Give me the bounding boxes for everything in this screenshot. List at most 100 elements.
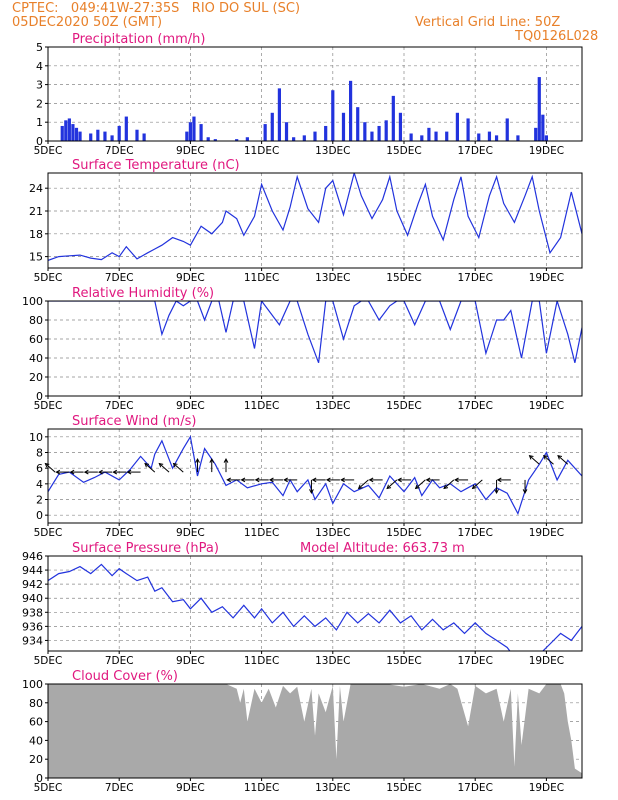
precip-bar — [124, 116, 128, 141]
precip-bar — [477, 133, 481, 141]
precip-bar — [117, 125, 121, 141]
x-tick-label: 9DEC — [176, 272, 205, 284]
x-tick-label: 5DEC — [34, 655, 63, 667]
y-tick-label: 8 — [36, 447, 43, 460]
y-tick-label: 15 — [29, 251, 43, 264]
precip-bar — [534, 127, 538, 141]
wind-arrow-head — [98, 469, 103, 475]
wind-arrow-head — [386, 484, 392, 490]
y-tick-label: 942 — [22, 578, 43, 591]
panel-title: Cloud Cover (%) — [72, 669, 178, 684]
x-tick-label: 17DEC — [457, 400, 492, 412]
precip-bar — [284, 122, 289, 141]
y-tick-label: 2 — [36, 494, 43, 507]
wind-arrow-head — [254, 477, 260, 483]
panel-title: Surface Wind (m/s) — [72, 414, 196, 429]
series-layer — [48, 435, 582, 516]
wind-arrow-shaft — [415, 479, 426, 489]
series-layer — [48, 684, 582, 778]
y-tick-label: 80 — [29, 697, 43, 710]
x-tick-label: 17DEC — [457, 782, 492, 794]
precip-bar — [420, 135, 424, 141]
precip-bar — [384, 120, 388, 141]
panel-4: 0 2 4 6 8 10 5DEC 7DEC 9DEC 11DEC 13DEC 15DEC 17DEC 1… — [29, 414, 583, 539]
precip-bar — [537, 77, 541, 141]
x-tick-label: 7DEC — [105, 400, 134, 412]
wind-arrow-head — [126, 469, 132, 475]
y-tick-label: 0 — [36, 509, 43, 522]
wind-arrow-head — [454, 477, 459, 483]
wind-arrow-head — [496, 477, 502, 483]
y-tick-label: 21 — [29, 205, 43, 218]
x-tick-label: 13DEC — [315, 782, 350, 794]
y-tick-label: 60 — [29, 333, 43, 346]
x-tick-label: 9DEC — [176, 145, 205, 157]
series-line — [48, 563, 582, 651]
precip-bar — [270, 112, 274, 141]
precip-bar — [505, 118, 509, 141]
precip-bar — [213, 139, 217, 141]
x-tick-label: 19DEC — [529, 400, 564, 412]
precip-bar — [445, 131, 449, 141]
wind-arrow-head — [158, 462, 164, 468]
x-tick-label: 15DEC — [386, 655, 421, 667]
y-tick-label: 2 — [36, 97, 43, 110]
precip-bar — [302, 135, 306, 141]
y-tick-label: 20 — [29, 371, 43, 384]
x-tick-label: 11DEC — [244, 527, 279, 539]
precip-bar — [370, 131, 374, 141]
model-altitude-label: Model Altitude: 663.73 m — [300, 541, 465, 556]
x-tick-label: 5DEC — [34, 400, 63, 412]
precip-bar — [391, 95, 395, 141]
wind-arrow-shaft — [443, 479, 455, 489]
precip-bar — [356, 107, 360, 141]
wind-arrow-shaft — [472, 479, 483, 489]
wind-arrow-head — [311, 477, 317, 483]
panel-2: 15 18 21 24 5DEC 7DEC 9DEC 11DEC 13DEC 15DEC 17DEC… — [29, 158, 583, 284]
cloud-area — [48, 684, 582, 778]
wind-arrow-shaft — [358, 479, 369, 489]
panel-frame — [47, 428, 583, 524]
precip-bar — [199, 124, 203, 141]
precip-bar — [192, 116, 196, 141]
panel-1: 0 1 2 3 4 5 5DEC 7DEC 9DEC 11DEC 13DEC 15DEC 17DEC 19… — [34, 32, 583, 157]
precip-bar — [434, 131, 438, 141]
precip-bar — [409, 133, 413, 141]
precip-bar — [142, 133, 146, 141]
wind-arrow-head — [195, 458, 200, 463]
x-tick-label: 11DEC — [244, 145, 279, 157]
wind-arrow-head — [325, 477, 331, 483]
x-tick-label: 15DEC — [386, 782, 421, 794]
x-tick-label: 13DEC — [315, 145, 350, 157]
x-tick-label: 13DEC — [315, 655, 350, 667]
wind-arrow-shaft — [45, 463, 56, 473]
x-tick-label: 9DEC — [176, 655, 205, 667]
y-tick-label: 100 — [22, 295, 43, 308]
precip-bar — [541, 114, 545, 141]
wind-arrow-head — [340, 477, 345, 483]
precip-bar — [349, 80, 353, 141]
wind-arrow-shaft — [158, 463, 170, 473]
precip-bar — [89, 133, 93, 141]
wind-arrow-head — [494, 489, 499, 494]
wind-arrow-shaft — [529, 455, 540, 465]
precip-bar — [60, 125, 64, 141]
x-tick-label: 19DEC — [529, 782, 564, 794]
y-tick-label: 936 — [22, 620, 43, 633]
x-tick-label: 17DEC — [457, 527, 492, 539]
y-tick-label: 0 — [36, 772, 43, 785]
precip-bar — [188, 122, 192, 141]
y-tick-label: 6 — [36, 462, 43, 475]
x-tick-label: 9DEC — [176, 400, 205, 412]
wind-arrow-head — [397, 477, 402, 483]
y-tick-label: 938 — [22, 606, 43, 619]
y-tick-label: 60 — [29, 716, 43, 729]
precip-bar — [64, 120, 68, 141]
precip-bar — [67, 118, 71, 141]
y-tick-label: 4 — [36, 478, 43, 491]
precip-bar — [71, 124, 75, 141]
y-tick-label: 1 — [36, 116, 43, 129]
precip-bar — [292, 137, 296, 141]
wind-arrow-head — [522, 489, 528, 494]
panel-frame — [47, 300, 583, 397]
